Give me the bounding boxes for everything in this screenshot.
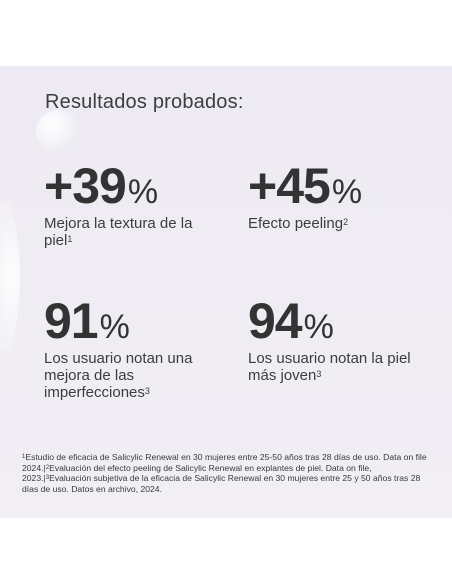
stat-texture: +39% Mejora la textura de la piel1 <box>44 161 224 249</box>
stat-value: 94% <box>248 293 334 349</box>
stat-description: Los usuario notan la piel más joven3 <box>248 350 411 384</box>
stat-description: Mejora la textura de la piel1 <box>44 215 193 249</box>
bubble-decoration <box>0 201 20 351</box>
stat-value: +39% <box>44 158 158 214</box>
bubble-decoration <box>36 110 80 154</box>
stat-peeling: +45% Efecto peeling2 <box>248 161 428 232</box>
stat-value: +45% <box>248 158 362 214</box>
stat-description: Los usuario notan una mejora de las impe… <box>44 350 193 401</box>
stat-younger-skin: 94% Los usuario notan la piel más joven3 <box>248 296 428 384</box>
footnote: 1Estudio de eficacia de Salicylic Renewa… <box>22 452 427 494</box>
results-heading: Resultados probados: <box>45 91 244 113</box>
stat-description: Efecto peeling2 <box>248 215 349 232</box>
stat-value: 91% <box>44 293 130 349</box>
stat-imperfections: 91% Los usuario notan una mejora de las … <box>44 296 194 401</box>
results-panel: Resultados probados: +39% Mejora la text… <box>0 66 452 518</box>
